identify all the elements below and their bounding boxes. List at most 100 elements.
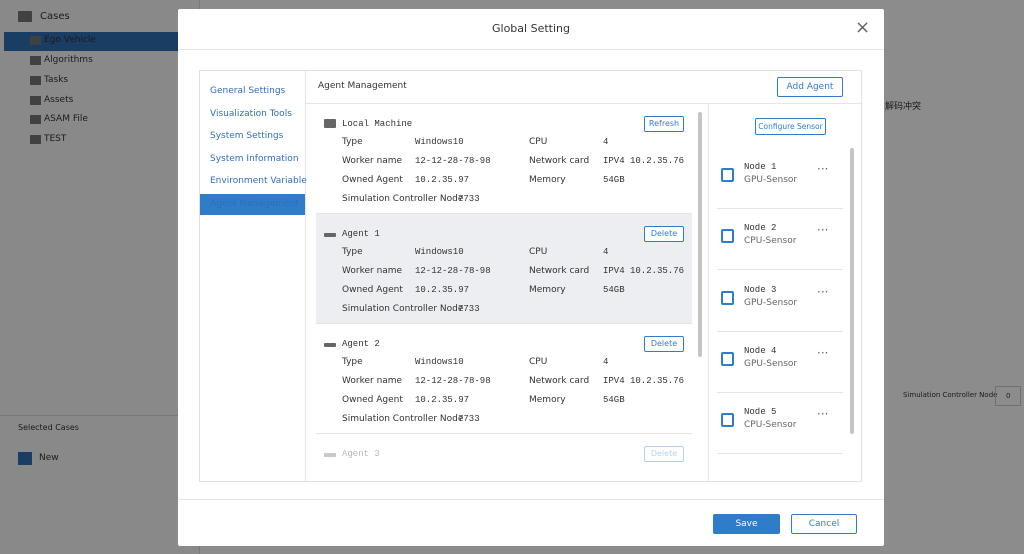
node-name: Node 1: [744, 162, 777, 172]
more-button[interactable]: ···: [817, 407, 829, 422]
node-sensor: CPU-Sensor: [744, 420, 797, 431]
content-box: General Settings Visualization Tools Syste…: [199, 70, 862, 482]
agent-card: Local Machine Refresh Type Windows10 CPU 4 Wor…: [316, 104, 692, 214]
save-button[interactable]: Save: [713, 514, 780, 534]
field-label: Type: [342, 247, 363, 257]
field-input[interactable]: 0: [995, 386, 1021, 406]
menu-item[interactable]: Environment Variable: [210, 176, 307, 187]
agent-card: Agent 1 Delete Type Windows10 CPU 4 Worker nam…: [316, 214, 692, 324]
field-value: 10.2.35.97: [415, 175, 470, 185]
field-label: CPU: [529, 357, 548, 367]
folder-icon: [30, 115, 41, 124]
field-value: 12-12-28-78-98: [415, 376, 491, 386]
menu-item[interactable]: General Settings: [210, 86, 286, 96]
field-label: Simulation Controller Node: [903, 391, 998, 399]
field-value: Windows10: [415, 247, 464, 257]
field-label: Type: [342, 357, 363, 367]
agent-button[interactable]: Delete: [644, 336, 684, 352]
node-icon: [721, 168, 734, 182]
menu-item[interactable]: System Information: [210, 153, 299, 164]
field-value: IPV4 10.2.35.76: [603, 266, 685, 276]
node-icon: [721, 351, 734, 366]
field-value: 7733: [458, 414, 480, 424]
folder-icon: [18, 11, 32, 22]
field-value: 54GB: [603, 285, 625, 295]
field-value: IPV4 10.2.35.76: [603, 156, 685, 166]
folder-icon: [30, 96, 41, 105]
node-sensor: GPU-Sensor: [744, 358, 798, 369]
node-icon: [721, 290, 734, 305]
tree-item[interactable]: ASAM File: [44, 114, 88, 124]
tree-item[interactable]: Assets: [44, 95, 74, 105]
right-divider: [708, 104, 709, 481]
node-item[interactable]: Node 2 CPU-Sensor ···: [717, 209, 843, 271]
field-value: 10.2.35.97: [415, 285, 470, 295]
field-label: CPU: [529, 137, 548, 147]
field-value: 7733: [458, 304, 480, 314]
field-label: Type: [342, 137, 363, 147]
node-name: Node 3: [744, 284, 777, 295]
agent-icon: [324, 453, 336, 457]
node-sensor: CPU-Sensor: [744, 236, 797, 247]
field-value: 4: [603, 357, 609, 367]
folder-icon: [30, 135, 41, 144]
sensor-scrollbar: [850, 148, 854, 434]
field-label: CPU: [529, 247, 548, 257]
agent-icon: [324, 343, 336, 347]
agent-icon: [324, 119, 336, 128]
tree-item[interactable]: Algorithms: [44, 55, 93, 65]
field-value: 4: [603, 137, 609, 147]
selected-title: Selected Cases: [18, 423, 79, 432]
dialog-title: Global Setting: [492, 22, 570, 35]
folder-icon: [30, 56, 41, 65]
field-value: 10.2.35.97: [415, 395, 470, 405]
field-value: 12-12-28-78-98: [415, 156, 491, 166]
more-button[interactable]: ···: [817, 345, 829, 360]
field-value: 4: [603, 247, 609, 257]
more-button[interactable]: ···: [817, 284, 829, 299]
close-button[interactable]: ×: [855, 17, 871, 38]
menu-item[interactable]: Visualization Tools: [210, 108, 292, 119]
scrollbar: [698, 112, 702, 357]
tree-item[interactable]: TEST: [44, 134, 67, 144]
tree-row-selected: [4, 32, 200, 51]
field-value: 7733: [458, 194, 480, 204]
new-button[interactable]: New: [39, 453, 59, 463]
node-item[interactable]: Node 5 CPU-Sensor ···: [717, 393, 843, 455]
agent-name: Agent 1: [342, 229, 380, 239]
menu-item[interactable]: System Settings: [210, 131, 284, 142]
field-label: Owned Agent: [342, 285, 403, 295]
right-text: 解码冲突: [885, 102, 922, 112]
field-label: Network card: [529, 156, 590, 166]
field-label: Owned Agent: [342, 175, 403, 185]
field-label: Owned Agent: [342, 395, 403, 405]
field-value: 54GB: [603, 395, 625, 405]
menu-item[interactable]: Agent Management: [200, 194, 305, 215]
node-item[interactable]: Node 4 GPU-Sensor ···: [717, 332, 843, 393]
agent-button[interactable]: Delete: [644, 226, 684, 242]
configure-button[interactable]: Configure Sensor: [755, 118, 826, 135]
field-value: IPV4 10.2.35.76: [603, 376, 685, 386]
divider: [0, 415, 200, 416]
add-agent-button[interactable]: Add Agent: [777, 77, 843, 97]
node-icon: [721, 229, 734, 244]
field-value: 12-12-28-78-98: [415, 266, 491, 276]
agent-name: Agent 2: [342, 339, 380, 349]
node-icon: [721, 413, 734, 428]
field-label: Simulation Controller Node: [342, 304, 464, 314]
field-label: Memory: [529, 285, 566, 295]
agent-button[interactable]: Refresh: [644, 116, 684, 132]
node-item[interactable]: Node 3 GPU-Sensor ···: [717, 271, 843, 332]
tree-item[interactable]: Ego Vehicle: [44, 35, 96, 45]
field-label: Worker name: [342, 266, 403, 276]
tree-item[interactable]: Tasks: [44, 75, 69, 85]
field-value: Windows10: [415, 137, 464, 147]
agent-button[interactable]: Delete: [644, 446, 684, 462]
new-icon: [18, 452, 32, 465]
more-button[interactable]: ···: [817, 223, 829, 238]
cancel-button[interactable]: Cancel: [791, 514, 857, 534]
more-button[interactable]: ···: [817, 162, 829, 176]
agent-card: Agent 3 Delete: [316, 434, 692, 481]
node-item[interactable]: Node 1 GPU-Sensor ···: [717, 148, 843, 209]
